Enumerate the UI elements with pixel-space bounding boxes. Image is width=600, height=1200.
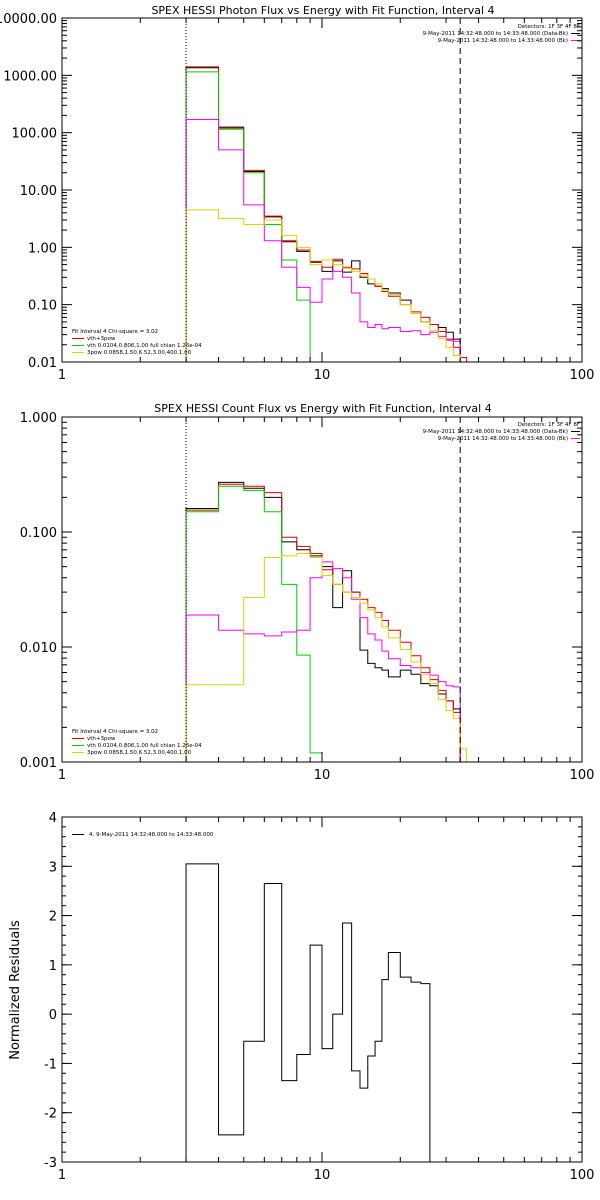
y-tick-label: 3 [49, 860, 57, 875]
series-yellow [185, 209, 461, 362]
series-green [185, 71, 311, 362]
photon-data-interval: 9-May-2011 14:32:48.000 to 14:33:48.000 … [423, 31, 568, 37]
x-tick-label: 10 [314, 768, 331, 783]
y-tick-label: 0.10 [28, 299, 57, 314]
x-tick-label: 10 [314, 1168, 331, 1183]
series-magenta [185, 561, 461, 762]
y-tick-label: 1000.00 [3, 69, 57, 84]
count-chart-title: SPEX HESSI Count Flux vs Energy with Fit… [154, 402, 491, 415]
count-data-interval: 9-May-2011 14:32:48.000 to 14:33:48.000 … [423, 429, 568, 435]
photon-detectors-note: Detectors: 1F 3F 4F 8F [518, 24, 580, 30]
series-yellow [185, 553, 480, 762]
y-tick-label: 1 [49, 959, 57, 974]
x-tick-label: 1 [58, 768, 66, 783]
residuals-panel: Normalized Residuals 4. 9-May-2011 14:32… [8, 811, 594, 1183]
y-tick-label: 0.100 [20, 526, 57, 541]
count-fit-summary: Fit Interval 4 Chi-square = 3.02 [72, 729, 158, 735]
x-tick-label: 1 [58, 368, 66, 383]
x-tick-label: 100 [570, 1168, 595, 1183]
photon-chart-title: SPEX HESSI Photon Flux vs Energy with Fi… [151, 4, 494, 17]
y-tick-label: -3 [44, 1156, 57, 1171]
count-legend-vth-3pow: vth+3pow [87, 736, 116, 742]
series-magenta [185, 118, 461, 362]
series-group [185, 481, 480, 762]
y-tick-label: 4 [49, 811, 57, 826]
y-tick-label: 100.00 [12, 127, 58, 142]
residuals-legend-entry: 4. 9-May-2011 14:32:48.000 to 14:33:48.0… [89, 832, 214, 838]
x-tick-label: 100 [570, 368, 595, 383]
series-green [185, 485, 323, 762]
count-detectors-note: Detectors: 1F 3F 4F 8F [518, 422, 580, 428]
x-tick-label: 100 [570, 768, 595, 783]
y-tick-label: 10000.00 [0, 12, 57, 27]
y-tick-label: 2 [49, 910, 57, 925]
y-tick-label: 1.00 [28, 241, 57, 256]
y-tick-label: 1.000 [20, 411, 57, 426]
y-tick-label: 0.01 [28, 356, 57, 371]
series-red [185, 483, 468, 762]
y-tick-label: 0 [49, 1008, 57, 1023]
y-tick-label: -2 [44, 1107, 57, 1122]
y-tick-label: 10.00 [20, 184, 57, 199]
series-group [185, 863, 431, 1162]
series-black [185, 481, 468, 762]
count-bk-interval: 9-May-2011 14:32:48.000 to 14:33:48.000 … [438, 436, 568, 442]
series-group [185, 66, 468, 362]
count-legend-vth: vth 0.0104,0.806,1.00 full chian 1.26e-0… [87, 743, 202, 749]
photon-legend-vth-3pow: vth+3pow [87, 336, 116, 342]
x-tick-label: 1 [58, 1168, 66, 1183]
series-residuals [185, 863, 431, 1162]
photon-legend-vth: vth 0.0104,0.806,1.00 full chian 1.26e-0… [87, 343, 202, 349]
photon-legend-3pow: 3pow 0.0858,1.50,6.52,3.00,400,1.00 [87, 350, 192, 356]
plot-frame [61, 17, 583, 363]
photon-bk-interval: 9-May-2011 14:32:48.000 to 14:33:48.000 … [438, 38, 568, 44]
y-tick-label: 0.010 [20, 641, 57, 656]
count-flux-panel: SPEX HESSI Count Flux vs Energy with Fit… [20, 402, 595, 783]
photon-flux-panel: SPEX HESSI Photon Flux vs Energy with Fi… [0, 4, 594, 383]
y-tick-label: 0.001 [20, 756, 57, 771]
y-tick-label: -1 [44, 1057, 57, 1072]
residuals-y-axis-label: Normalized Residuals [8, 920, 23, 1060]
plot-frame [61, 416, 583, 763]
photon-fit-summary: Fit Interval 4 Chi-square = 3.02 [72, 329, 158, 335]
x-tick-label: 10 [314, 368, 331, 383]
count-legend-3pow: 3pow 0.0858,1.50,6.52,3.00,400,1.00 [87, 750, 192, 756]
